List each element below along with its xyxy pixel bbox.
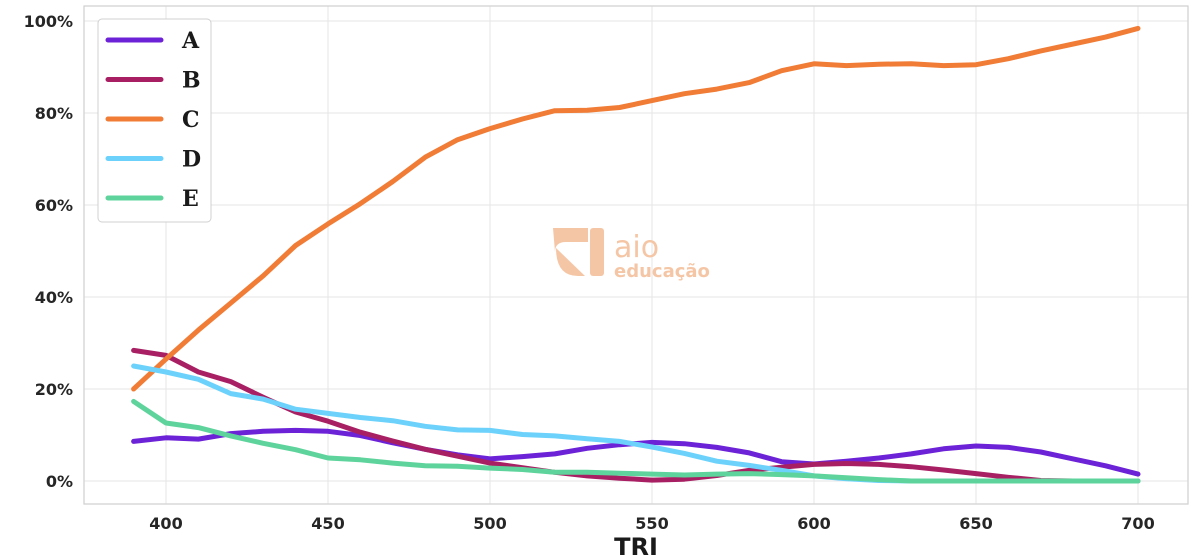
x-tick-label: 700 (1121, 514, 1154, 533)
series-line-b (131, 347, 1141, 484)
x-tick-label: 450 (311, 514, 344, 533)
y-tick-label: 40% (35, 288, 73, 307)
legend-label-c: C (182, 107, 200, 133)
x-tick-label: 650 (959, 514, 992, 533)
x-axis-label: TRI (614, 533, 658, 560)
series-line-c (131, 25, 1141, 392)
legend-label-d: D (182, 147, 201, 173)
watermark-sub: educação (614, 261, 710, 282)
y-axis-ticks: 0% 20% 40% 60% 80% 100% (24, 12, 73, 491)
series-line-e (131, 398, 1141, 484)
x-tick-label: 500 (473, 514, 506, 533)
watermark-logo-icon-b (556, 248, 585, 276)
y-tick-label: 80% (35, 104, 73, 123)
watermark-brand: aio (614, 230, 659, 265)
series-lines (131, 25, 1141, 484)
y-tick-label: 60% (35, 196, 73, 215)
y-tick-label: 20% (35, 380, 73, 399)
legend-label-b: B (182, 68, 201, 94)
watermark-logo-bar (590, 228, 604, 276)
y-tick-label: 0% (46, 472, 73, 491)
x-tick-label: 550 (635, 514, 668, 533)
legend-label-e: E (182, 186, 199, 212)
y-tick-label: 100% (24, 12, 73, 31)
grid (84, 6, 1188, 504)
series-line-a (131, 427, 1141, 477)
x-tick-label: 600 (797, 514, 830, 533)
watermark-logo-icon (553, 228, 588, 252)
x-axis-ticks: 400 450 500 550 600 650 700 (149, 514, 1154, 533)
series-line-d (131, 363, 1141, 484)
x-tick-label: 400 (149, 514, 182, 533)
legend-label-a: A (181, 28, 200, 54)
plot-frame (83, 5, 1189, 505)
watermark: aio educação (553, 228, 710, 282)
